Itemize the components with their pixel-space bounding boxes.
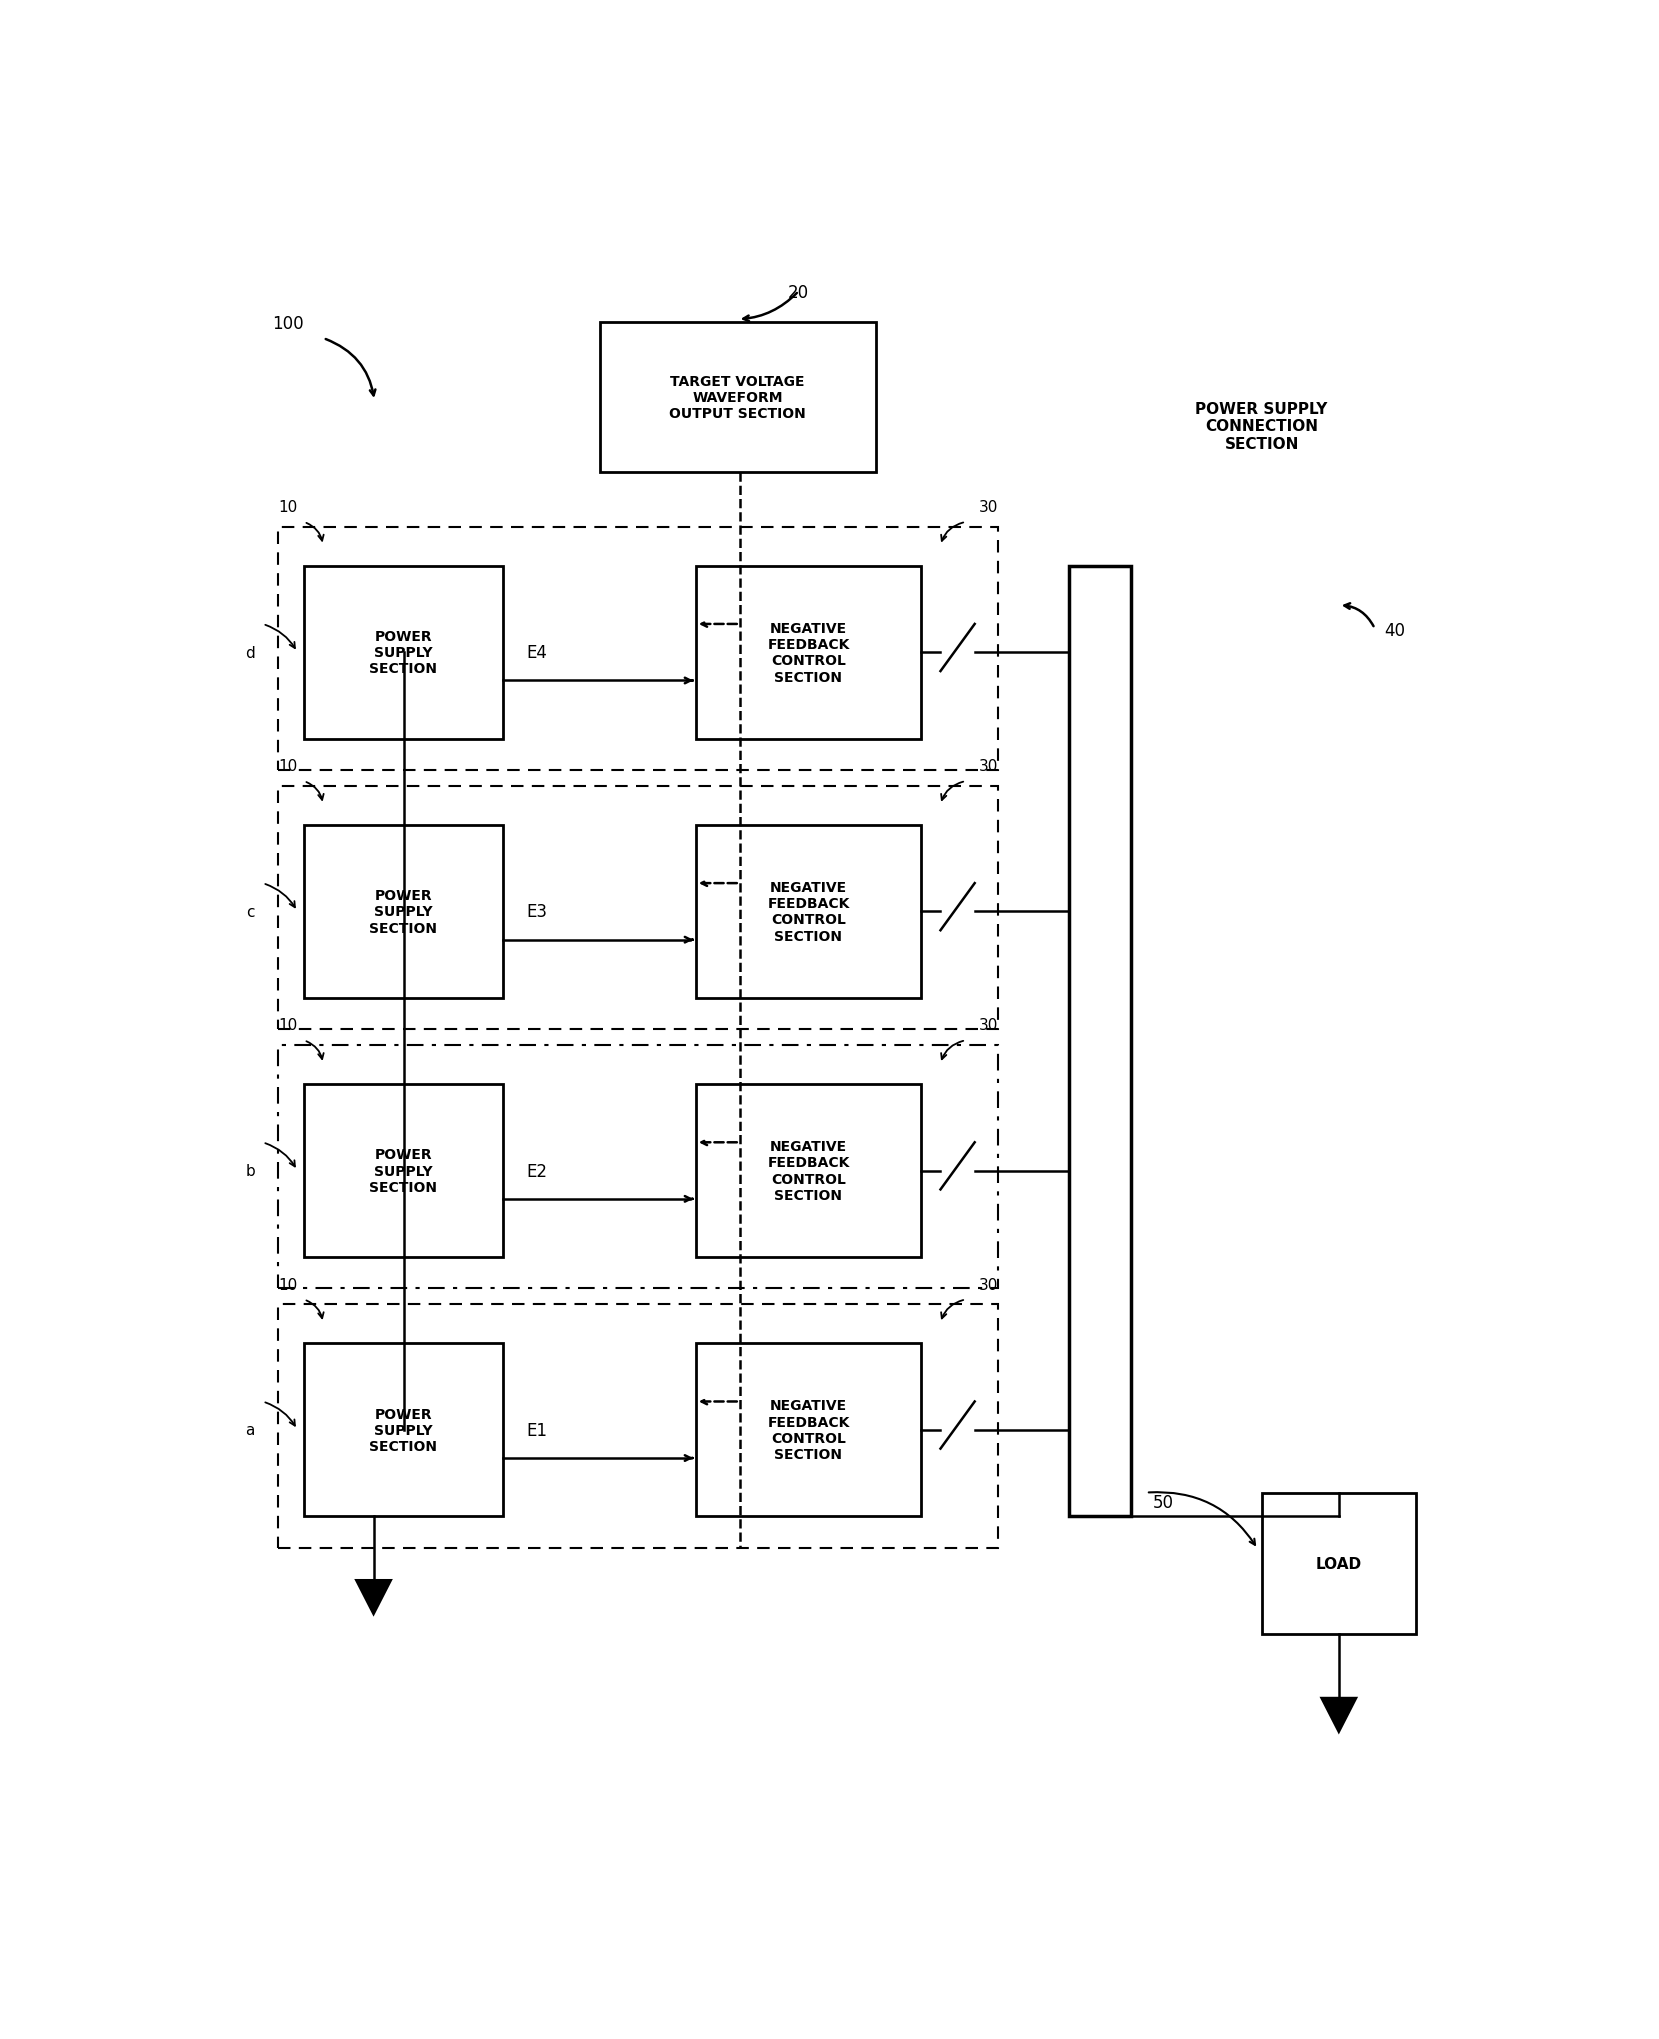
Bar [279,528,999,771]
Text: 30: 30 [979,500,999,514]
Text: POWER
SUPPLY
SECTION: POWER SUPPLY SECTION [370,1148,438,1195]
Text: NEGATIVE
FEEDBACK
CONTROL
SECTION: NEGATIVE FEEDBACK CONTROL SECTION [766,1399,849,1462]
Bar [697,826,921,999]
Bar [1068,567,1130,1517]
Bar [697,1085,921,1258]
Text: POWER
SUPPLY
SECTION: POWER SUPPLY SECTION [370,1407,438,1454]
Bar [304,1344,503,1517]
Bar [697,1344,921,1517]
Bar [304,567,503,740]
Text: E2: E2 [526,1162,547,1181]
Text: 30: 30 [979,759,999,773]
Text: LOAD: LOAD [1316,1556,1362,1570]
Text: E4: E4 [526,644,547,663]
Text: E1: E1 [526,1421,547,1440]
Text: c: c [247,905,255,920]
Text: 10: 10 [279,759,297,773]
Text: b: b [246,1164,255,1179]
Bar [1261,1493,1415,1633]
Text: 40: 40 [1384,622,1405,640]
Text: 30: 30 [979,1276,999,1293]
Text: d: d [246,646,255,661]
Text: 10: 10 [279,1017,297,1034]
Bar [697,567,921,740]
Text: NEGATIVE
FEEDBACK
CONTROL
SECTION: NEGATIVE FEEDBACK CONTROL SECTION [766,622,849,685]
Text: POWER SUPPLY
CONNECTION
SECTION: POWER SUPPLY CONNECTION SECTION [1196,402,1327,451]
Bar [304,1085,503,1258]
Bar [279,1305,999,1548]
Text: 100: 100 [272,316,304,332]
Text: TARGET VOLTAGE
WAVEFORM
OUTPUT SECTION: TARGET VOLTAGE WAVEFORM OUTPUT SECTION [669,375,806,420]
Bar [279,787,999,1030]
Text: 50: 50 [1153,1493,1173,1511]
Text: POWER
SUPPLY
SECTION: POWER SUPPLY SECTION [370,889,438,936]
Polygon shape [1319,1696,1359,1735]
Text: POWER
SUPPLY
SECTION: POWER SUPPLY SECTION [370,630,438,677]
Text: 30: 30 [979,1017,999,1034]
Text: E3: E3 [526,903,547,922]
Text: 10: 10 [279,1276,297,1293]
Bar [279,1046,999,1289]
Text: a: a [246,1423,255,1437]
Text: 20: 20 [788,283,810,302]
Polygon shape [355,1578,393,1617]
Text: NEGATIVE
FEEDBACK
CONTROL
SECTION: NEGATIVE FEEDBACK CONTROL SECTION [766,1140,849,1203]
Text: 10: 10 [279,500,297,514]
Bar [304,826,503,999]
Bar [599,322,876,473]
Text: NEGATIVE
FEEDBACK
CONTROL
SECTION: NEGATIVE FEEDBACK CONTROL SECTION [766,881,849,944]
